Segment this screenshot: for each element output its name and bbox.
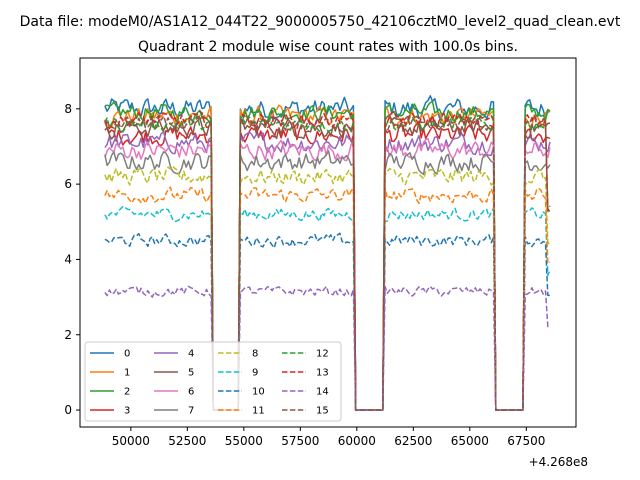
- legend-label-14: 14: [316, 387, 329, 398]
- series-line-15: [104, 114, 551, 411]
- legend-label-10: 10: [252, 387, 265, 398]
- legend-label-15: 15: [316, 406, 329, 417]
- series-line-5: [104, 114, 551, 411]
- legend-label-2: 2: [124, 387, 130, 398]
- x-tick-label: 57500: [281, 434, 319, 448]
- x-tick-label: 60000: [338, 434, 376, 448]
- series-line-6: [104, 138, 551, 411]
- legend-label-4: 4: [188, 349, 194, 360]
- plot-lines: [104, 95, 551, 411]
- legend-label-8: 8: [252, 349, 258, 360]
- legend-label-1: 1: [124, 368, 130, 379]
- figure-suptitle: Data file: modeM0/AS1A12_044T22_90000057…: [20, 14, 621, 30]
- y-tick-label: 2: [64, 328, 72, 342]
- legend-label-13: 13: [316, 368, 329, 379]
- y-tick-label: 8: [64, 102, 72, 116]
- series-line-9: [104, 205, 551, 411]
- x-tick-label: 55000: [225, 434, 263, 448]
- x-tick-label: 62500: [394, 434, 432, 448]
- series-line-3: [104, 122, 551, 411]
- legend-label-0: 0: [124, 349, 130, 360]
- x-tick-label: 67500: [507, 434, 545, 448]
- legend-label-6: 6: [188, 387, 194, 398]
- y-tick-label: 4: [64, 252, 72, 266]
- x-axis: 50000 52500 55000 57500 60000 62500 65000 67500: [112, 427, 545, 448]
- series-line-13: [104, 110, 551, 411]
- series-line-10: [104, 232, 551, 411]
- y-tick-label: 0: [64, 403, 72, 417]
- legend-label-7: 7: [188, 406, 194, 417]
- x-tick-label: 52500: [168, 434, 206, 448]
- legend-label-12: 12: [316, 349, 329, 360]
- axes-frame: [79, 57, 577, 428]
- series-line-12: [104, 115, 551, 411]
- legend-label-5: 5: [188, 368, 194, 379]
- series-line-8: [104, 165, 551, 411]
- legend-label-11: 11: [252, 406, 265, 417]
- legend-label-9: 9: [252, 368, 258, 379]
- x-axis-offset-label: +4.268e8: [529, 455, 588, 469]
- chart-title: Quadrant 2 module wise count rates with …: [138, 39, 518, 55]
- x-tick-label: 65000: [451, 434, 489, 448]
- series-line-2: [104, 100, 551, 411]
- y-tick-label: 6: [64, 177, 72, 191]
- legend-box: [84, 341, 342, 422]
- x-tick-label: 50000: [112, 434, 150, 448]
- series-line-4: [104, 131, 551, 411]
- series-line-11: [104, 186, 551, 411]
- legend-label-3: 3: [124, 406, 130, 417]
- series-line-14: [104, 285, 551, 411]
- y-axis: 0 2 4 6 8: [64, 102, 80, 417]
